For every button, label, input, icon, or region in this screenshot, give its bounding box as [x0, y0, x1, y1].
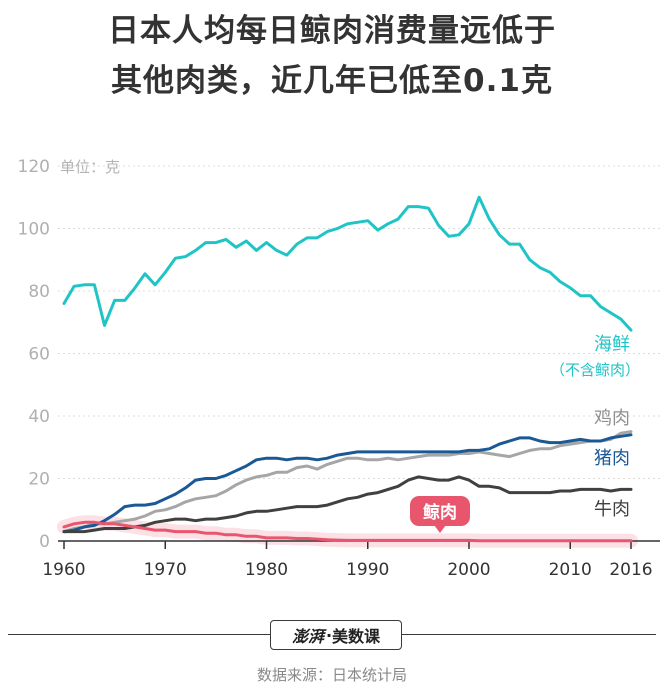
brand-separator: ·	[325, 625, 333, 645]
y-tick-label-100: 100	[18, 220, 50, 240]
y-tick-label-120: 120	[18, 157, 50, 177]
whale-callout-pointer	[434, 525, 446, 533]
y-tick-label-40: 40	[28, 407, 50, 427]
unit-label: 单位：克	[60, 158, 120, 176]
grid-lines	[58, 165, 660, 479]
chart-title-line-2: 其他肉类，近几年已低至0.1克	[111, 63, 553, 99]
series-line-鸡肉	[62, 430, 633, 534]
y-tick-label-80: 80	[28, 282, 50, 302]
series-lines	[62, 195, 633, 543]
y-tick-labels: 0 20 40 60 80 100 120	[18, 157, 50, 552]
series-label-鲸肉: 鲸肉	[423, 502, 457, 523]
y-tick-label-60: 60	[28, 345, 50, 365]
x-tick-label-2016: 2016	[609, 560, 652, 580]
data-source: 数据来源：日本统计局	[256, 666, 407, 684]
series-line-鲸肉	[62, 520, 633, 543]
series-line-牛肉	[62, 475, 633, 534]
chart-title: 日本人均每日鲸肉消费量远低于 其他肉类，近几年已低至0.1克	[0, 6, 664, 106]
y-tick-label-0: 0	[39, 532, 50, 552]
y-tick-label-20: 20	[28, 470, 50, 490]
brand-name: 美数课	[332, 627, 381, 646]
x-tick-label-1970: 1970	[144, 560, 187, 580]
x-tick-label-1990: 1990	[346, 560, 389, 580]
x-tick-label-1960: 1960	[42, 560, 85, 580]
whale-callout-badge	[410, 496, 470, 526]
series-line-海鲜	[62, 195, 633, 332]
series-label-鸡肉: 鸡肉	[594, 408, 630, 429]
brand-seal: 澎湃	[291, 627, 324, 646]
series-label-note-海鲜: （不含鲸肉）	[550, 361, 640, 379]
brand-logo: 澎湃 · 美数课	[270, 620, 402, 650]
x-tick-label-1980: 1980	[245, 560, 288, 580]
series-label-猪肉: 猪肉	[594, 448, 630, 469]
series-label-海鲜: 海鲜	[594, 334, 630, 355]
chart-title-line-1: 日本人均每日鲸肉消费量远低于	[108, 13, 556, 49]
series-line-猪肉	[62, 433, 633, 534]
x-tick-label-2010: 2010	[549, 560, 592, 580]
series-label-牛肉: 牛肉	[594, 499, 630, 520]
x-tick-label-2000: 2000	[447, 560, 490, 580]
